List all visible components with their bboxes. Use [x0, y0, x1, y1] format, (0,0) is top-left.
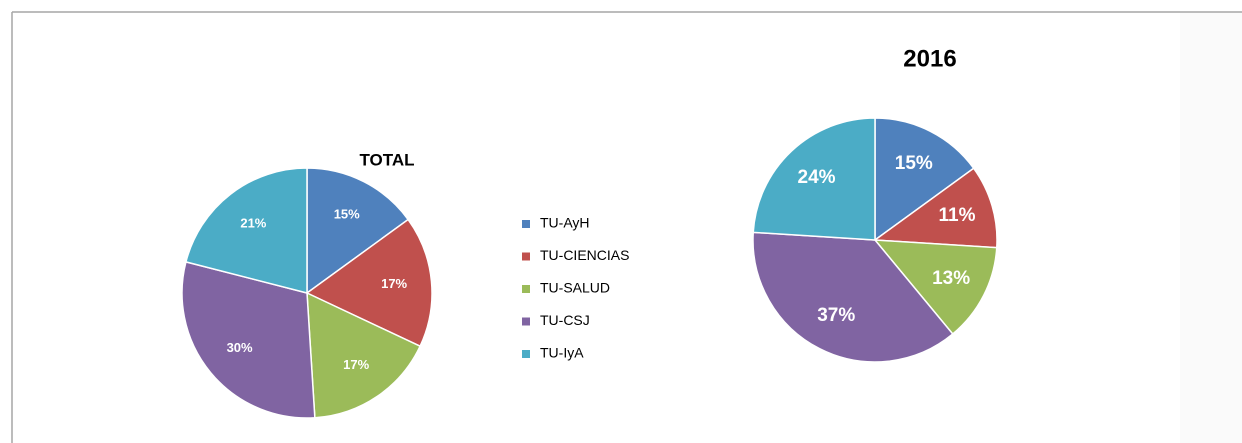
pie-slice: [874, 117, 975, 242]
legend-swatch: [522, 285, 530, 293]
chart-title: 2016: [903, 45, 956, 72]
data-label: 17%: [343, 357, 369, 372]
pie-slice: [306, 291, 422, 419]
data-label: 17%: [381, 276, 407, 291]
data-label: 30%: [227, 340, 253, 355]
legend-label: TU-CSJ: [540, 312, 590, 328]
data-label: 11%: [939, 205, 976, 226]
data-label: 24%: [798, 167, 836, 188]
pie-slice: [305, 218, 433, 348]
data-label: 21%: [240, 215, 266, 230]
chart-title: TOTAL: [359, 150, 414, 169]
legend-swatch: [522, 317, 530, 326]
legend-swatch: [522, 350, 530, 358]
pie-slice: [872, 167, 998, 249]
pie-slice: [752, 231, 954, 363]
data-label: 15%: [895, 153, 933, 174]
pie-slice: [181, 261, 316, 419]
pie-slice: [752, 117, 876, 241]
pie-slice: [873, 239, 998, 336]
legend-label: TU-CIENCIAS: [540, 247, 629, 263]
legend-label: TU-IyA: [540, 345, 584, 361]
legend-label: TU-SALUD: [540, 280, 610, 296]
legend-swatch: [522, 220, 530, 228]
data-label: 13%: [932, 268, 970, 289]
legend-swatch: [522, 252, 530, 261]
pie-slice: [185, 167, 308, 294]
side-panel: [1180, 12, 1242, 443]
data-label: 15%: [334, 206, 360, 221]
data-label: 37%: [817, 305, 855, 326]
pie-slice: [306, 167, 410, 295]
legend-label: TU-AyH: [540, 215, 590, 231]
